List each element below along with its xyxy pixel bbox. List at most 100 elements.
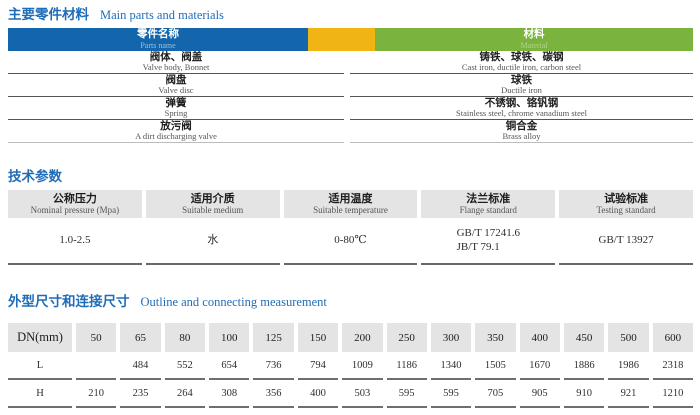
dn-cell: 450 [563,323,605,352]
l-cell: 1340 [430,352,472,380]
h-cell: 595 [386,380,427,408]
header-yellow-divider [308,28,375,51]
dimensions-title-cn: 外型尺寸和连接尺寸 [8,294,130,309]
material-header: 材料 Material [375,28,693,51]
value-line: 1.0-2.5 [59,233,91,246]
material-en: Ductile iron [501,85,542,95]
part-en: Valve disc [158,85,194,95]
dn-cell: 500 [608,323,649,352]
h-cell: 705 [475,380,516,408]
dn-cell: 400 [519,323,560,352]
tech-header-suitable-temperature: 适用温度 Suitable temperature [283,190,418,218]
part-en: Spring [164,108,188,118]
material-cell: 铸铁、球铁、碳钢 Cast iron, ductile iron, carbon… [350,51,693,74]
header-cn: 公称压力 [52,192,97,205]
l-cell: 736 [253,352,294,380]
l-cell: 1986 [608,352,649,380]
tech-header-suitable-medium: 适用介质 Suitable medium [145,190,280,218]
h-cell: 308 [209,380,250,408]
material-cn: 球铁 [511,74,532,86]
value-line: GB/T 17241.6 [456,227,520,239]
h-cell: 595 [430,380,472,408]
materials-section-title: 主要零件材料 Main parts and materials [8,6,693,24]
h-cell: 210 [76,380,117,408]
header-en: Suitable medium [182,205,244,216]
dn-cell: 65 [120,323,161,352]
dn-cell: 100 [209,323,250,352]
tech-header-testing-standard: 试验标准 Testing standard [559,190,693,218]
material-cn: 不锈钢、铬钒钢 [484,97,559,109]
h-cell: 356 [253,380,294,408]
dn-cell: 300 [430,323,472,352]
tech-value-suitable-medium: 水 [145,218,280,265]
dn-cell: 200 [342,323,383,352]
materials-row: 弹簧 Spring 不锈钢、铬钒钢 Stainless steel, chrom… [8,97,693,120]
material-en: Material [520,40,548,50]
dimensions-section-title: 外型尺寸和连接尺寸 Outline and connecting measure… [8,293,693,311]
h-cell: 921 [608,380,649,408]
l-cell: 654 [209,352,250,380]
tech-title-cn: 技术参数 [8,169,62,184]
material-en: Brass alloy [502,131,541,141]
part-cn: 阀盘 [165,74,187,86]
material-en: Cast iron, ductile iron, carbon steel [461,62,582,72]
l-cell: 2318 [652,352,693,380]
header-cn: 适用介质 [190,192,235,205]
l-cell: 1009 [342,352,383,380]
tech-header-flange-standard: 法兰标准 Flange standard [421,190,556,218]
dn-cell: 250 [386,323,427,352]
tech-value-flange-standard: GB/T 17241.6 JB/T 79.1 [421,218,556,265]
value-line: GB/T 13927 [598,233,654,246]
material-en: Stainless steel, chrome vanadium steel [455,108,587,118]
part-cell: 阀体、阀盖 Valve body, Bonnet [8,51,344,74]
h-cell: 235 [120,380,161,408]
l-cell: 1505 [475,352,516,380]
dn-cell: 600 [652,323,693,352]
h-cell: 503 [342,380,383,408]
materials-row: 放污阀 A dirt discharging valve 铜合金 Brass a… [8,120,693,143]
material-cell: 铜合金 Brass alloy [350,120,693,143]
part-cell: 放污阀 A dirt discharging valve [8,120,344,143]
dn-cell: 125 [253,323,294,352]
part-en: Valve body, Bonnet [142,62,210,72]
materials-row: 阀体、阀盖 Valve body, Bonnet 铸铁、球铁、碳钢 Cast i… [8,51,693,74]
tech-value-testing-standard: GB/T 13927 [559,218,693,265]
dn-label-cell: DN(mm) [8,323,72,352]
h-cell: 905 [519,380,560,408]
tech-section-title: 技术参数 [8,168,693,186]
l-cell: 552 [164,352,206,380]
part-cell: 弹簧 Spring [8,97,344,120]
header-en: Testing standard [596,205,656,216]
l-cell [76,352,117,380]
dn-cell: 50 [76,323,117,352]
l-cell: 794 [297,352,339,380]
h-label-cell: H [8,380,72,408]
tech-value-suitable-temperature: 0-80℃ [283,218,418,265]
header-en: Nominal pressure (Mpa) [30,205,120,216]
tech-values-row: 1.0-2.5 水 0-80℃ GB/T 17241.6 JB/T 79.1 GB… [8,218,693,265]
part-cell: 阀盘 Valve disc [8,74,344,97]
parts-name-header: 零件名称 Parts name [8,28,308,51]
material-cell: 球铁 Ductile iron [350,74,693,97]
material-cn: 铜合金 [505,120,538,132]
h-cell: 910 [563,380,605,408]
materials-title-en: Main parts and materials [100,8,224,22]
value-line: JB/T 79.1 [456,240,500,253]
part-cn: 阀体、阀盖 [149,51,203,63]
h-cell: 264 [164,380,206,408]
dn-cell: 350 [475,323,516,352]
parts-name-en: Parts name [140,40,176,50]
dimensions-table: DN(mm) 50 65 80 100 125 150 200 250 300 … [8,323,693,408]
dn-cell: 80 [164,323,206,352]
dn-cell: 150 [297,323,339,352]
material-cell: 不锈钢、铬钒钢 Stainless steel, chrome vanadium… [350,97,693,120]
header-cn: 试验标准 [604,192,649,205]
header-en: Flange standard [459,205,517,216]
l-cell: 1186 [386,352,427,380]
l-cell: 1886 [563,352,605,380]
header-cn: 适用温度 [328,192,373,205]
material-cn: 铸铁、球铁、碳钢 [479,51,564,63]
material-cn: 材料 [523,29,545,41]
h-cell: 1210 [652,380,693,408]
h-cell: 400 [297,380,339,408]
